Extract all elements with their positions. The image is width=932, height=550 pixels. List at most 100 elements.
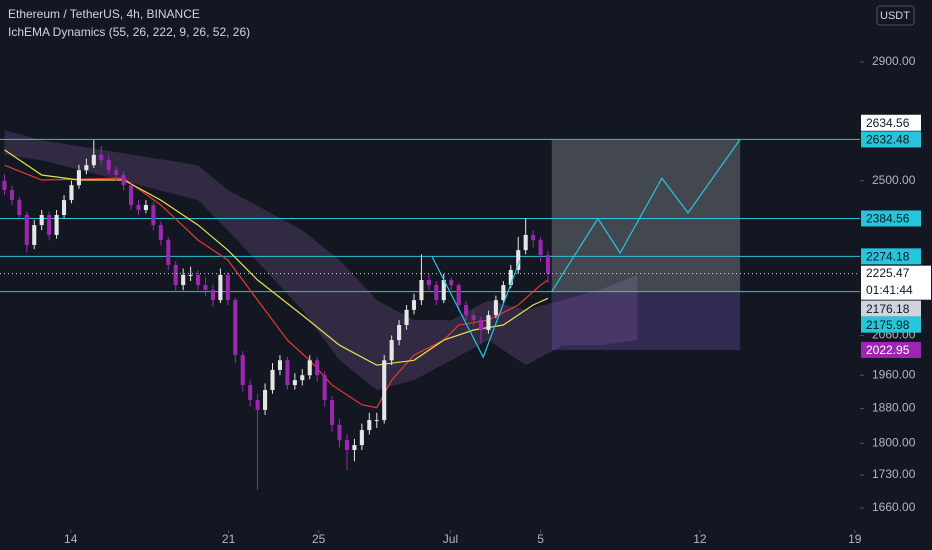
candle-body [114,170,119,175]
moving-average [4,164,549,409]
candle-body [270,369,275,391]
chart-title: Ethereum / TetherUS, 4h, BINANCE [8,7,200,21]
x-tick-label: 5 [537,532,544,546]
last-price-label: 2225.47 [866,266,910,280]
candle-body [471,315,476,321]
candle-body [39,214,44,226]
x-tick-label: 21 [222,532,236,546]
candle-body [129,185,134,206]
candle-body [501,285,506,301]
y-tick-label: 1660.00 [872,500,916,514]
x-tick-label: 12 [693,532,707,546]
price-label-box [861,114,921,131]
price-label: 2175.98 [866,318,910,332]
last-price-box [861,265,931,300]
candle-body [233,300,238,356]
candle-body [106,160,111,171]
target-zone [551,139,741,292]
candle-body [538,240,543,256]
candle-body [196,274,201,286]
candle-body [9,190,14,201]
projection-line [551,139,741,292]
candle-body [61,200,67,215]
candle-body [330,400,335,425]
candle-body [263,390,268,410]
candle-body [389,340,394,361]
candle-body [478,320,484,331]
candle-body [91,154,96,166]
candle-body [173,264,178,286]
x-tick-label: 19 [848,532,862,546]
candle-body [84,165,89,171]
candle-body [382,360,387,421]
plot-area [0,130,860,490]
candle-body [76,170,81,186]
candle-body [203,285,208,290]
candle-body [456,285,461,305]
candle-body [352,445,357,450]
y-tick-label: 2500.00 [872,173,916,187]
candle-body [426,279,431,286]
candle-body [404,309,409,326]
candle-body [449,279,454,286]
candle-body [255,400,260,410]
candle-body [2,180,7,191]
candle-body [508,269,513,286]
candle-body [419,279,424,301]
candle-body [158,225,163,241]
candle-body [486,315,491,331]
candle-body [531,234,536,241]
price-label-box [861,210,921,227]
candle-body [315,360,320,376]
price-label: 2274.18 [866,250,910,264]
candle-body [493,300,498,316]
price-label: 2176.18 [866,302,910,316]
y-tick-label: 1800.00 [872,435,916,449]
candle-body [397,325,402,341]
candle-body [523,234,528,251]
price-label-box [861,300,921,317]
pattern-line [431,256,521,359]
candle-body [516,250,521,270]
moving-average [4,149,549,366]
candle-body [464,304,469,316]
candle-body [32,225,37,245]
y-tick-label: 1960.00 [872,367,916,381]
candle-body [411,300,417,310]
candle-body [344,440,350,450]
price-label: 2632.48 [866,133,910,147]
currency-label[interactable]: USDT [880,10,910,22]
candle-body [545,255,551,274]
axes: 1660.001730.001800.001880.001960.002060.… [64,54,931,546]
candle-body [17,200,22,215]
price-label-box [861,316,921,333]
price-label: 2384.56 [866,212,910,226]
candle-body [307,360,312,376]
candle-body [441,279,446,301]
candle-body [285,360,290,386]
candle-body [24,214,29,245]
indicator-label: IchEMA Dynamics (55, 26, 222, 9, 26, 52,… [8,25,250,39]
y-tick-label: 2900.00 [872,54,916,68]
x-tick-label: 25 [312,532,326,546]
stop-zone [551,291,741,350]
candle-body [218,274,223,301]
candle-body [99,154,104,161]
price-label: 2022.95 [866,343,910,357]
candle-body [181,274,186,286]
x-tick-label: Jul [443,532,458,546]
candle-body [188,274,193,276]
countdown-label: 01:41:44 [866,283,913,297]
price-label-box [861,248,921,265]
candle-body [47,214,52,235]
candle-body [136,205,141,210]
candle-body [292,380,297,386]
candle-body [210,289,215,301]
price-label-box [861,341,921,358]
candle-body [434,285,439,301]
currency-box[interactable] [876,5,915,26]
candle-body [54,214,59,235]
candle-body [151,205,156,226]
